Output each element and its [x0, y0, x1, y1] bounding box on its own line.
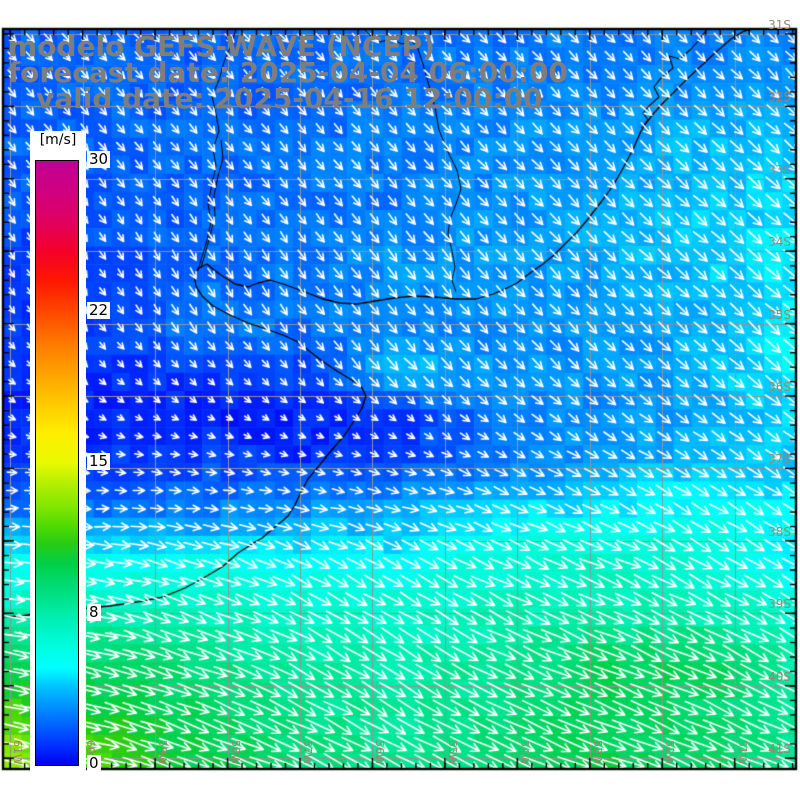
- lon-label-53W: 53W: [590, 740, 604, 765]
- lon-label-59W: 59W: [156, 740, 170, 765]
- lat-label-41S: 41S: [768, 742, 791, 757]
- lat-label-31S: 31S: [768, 17, 791, 32]
- lon-label-57W: 57W: [301, 740, 314, 765]
- lat-label-37S: 37S: [768, 452, 791, 467]
- lat-label-39S: 39S: [768, 597, 791, 612]
- colorbar-tick-0: 0: [87, 754, 101, 773]
- lat-label-36S: 36S: [768, 380, 791, 394]
- lon-label-58W: 58W: [228, 740, 242, 765]
- colorbar-tick-8: 8: [87, 603, 101, 622]
- lat-label-32S: 32S: [768, 90, 791, 105]
- lat-label-33S: 33S: [768, 162, 791, 177]
- lon-label-55W: 55W: [445, 740, 459, 765]
- colorbar: [m/s]: [30, 131, 86, 775]
- colorbar-gradient: [35, 160, 79, 766]
- lon-label-51W: 51W: [735, 740, 749, 765]
- colorbar-tick-22: 22: [87, 301, 111, 320]
- forecast-date: forecast date: 2025-04-04 06:00:00: [8, 56, 568, 89]
- lon-label-56W: 56W: [373, 740, 387, 765]
- lon-label-52W: 52W: [663, 740, 677, 765]
- lon-label-54W: 54W: [518, 740, 532, 765]
- model-title: modelo GEFS-WAVE (NCEP): [8, 30, 435, 63]
- lat-label-35S: 35S: [768, 307, 791, 322]
- colorbar-tick-30: 30: [87, 150, 111, 168]
- lon-label-61W: 61W: [11, 740, 25, 765]
- colorbar-tick-15: 15: [87, 452, 111, 471]
- lat-label-38S: 38S: [768, 524, 791, 539]
- lat-label-34S: 34S: [768, 235, 791, 250]
- colorbar-unit-label: [m/s]: [39, 132, 77, 148]
- valid-date: valid date: 2025-04-16 12:00:00: [36, 82, 543, 115]
- lat-label-40S: 40S: [768, 669, 791, 684]
